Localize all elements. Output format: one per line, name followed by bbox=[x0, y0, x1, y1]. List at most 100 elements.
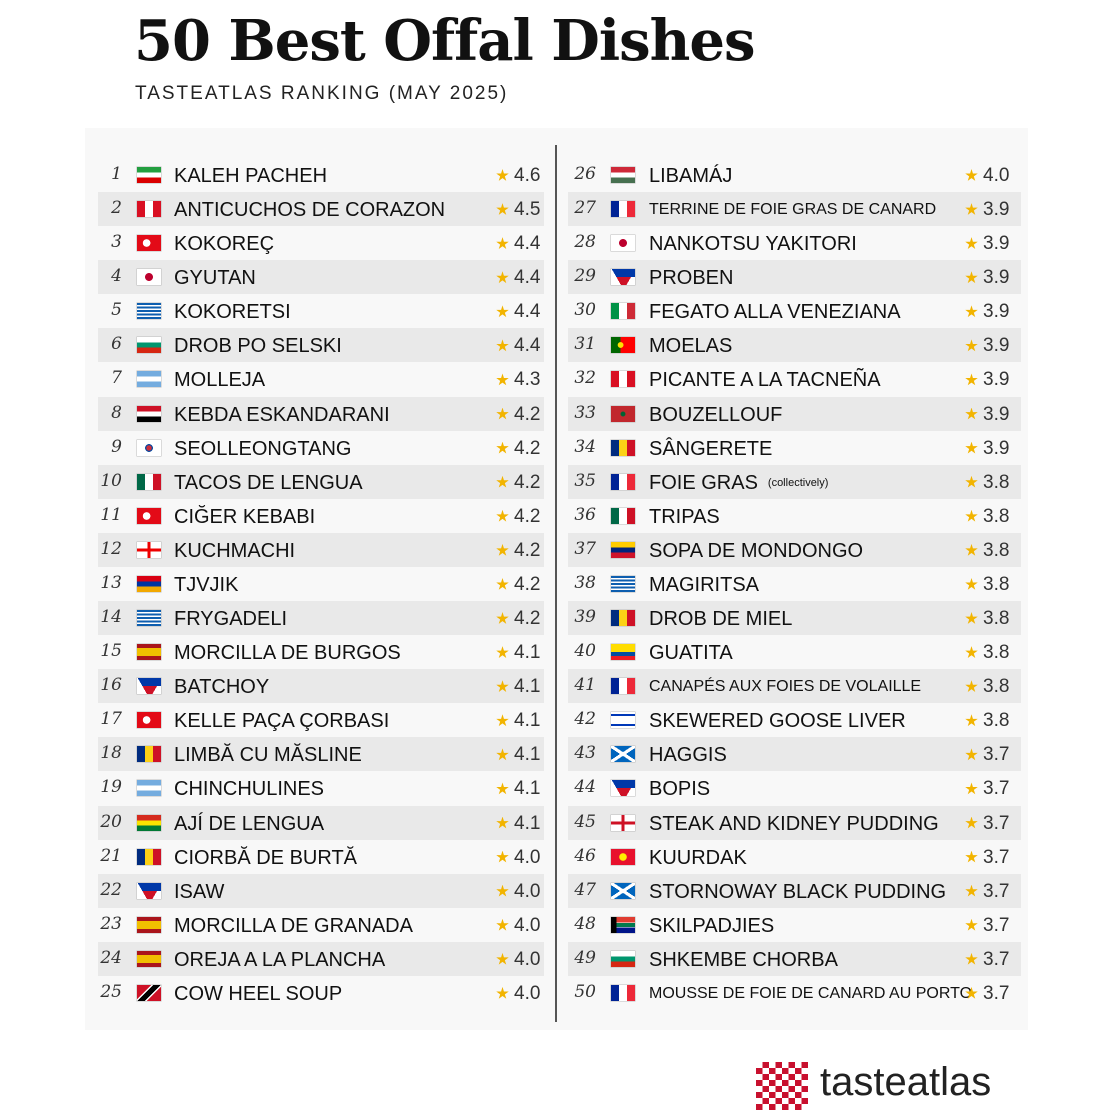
dish-name: TERRINE DE FOIE GRAS DE CANARD bbox=[649, 201, 936, 219]
flag bbox=[611, 712, 635, 729]
rating: 4.5 bbox=[514, 199, 541, 221]
ranking-row: 18 LIMBĂ CU MĂSLINE 4.1 bbox=[98, 737, 544, 772]
dish-name-text: KUCHMACHI bbox=[174, 539, 296, 562]
dish-name: HAGGIS bbox=[649, 744, 727, 767]
rank: 9 bbox=[111, 436, 122, 457]
ranking-row: 14 FRYGADELI 4.2 bbox=[98, 601, 544, 636]
ranking-row: 20 AJÍ DE LENGUA 4.1 bbox=[98, 805, 544, 840]
rank: 28 bbox=[574, 232, 596, 253]
dish-name-text: OREJA A LA PLANCHA bbox=[174, 948, 386, 971]
star-icon bbox=[965, 952, 978, 965]
rating: 3.9 bbox=[983, 199, 1010, 221]
rating: 3.7 bbox=[983, 846, 1010, 868]
star-icon bbox=[965, 918, 978, 931]
dish-name: SHKEMBE CHORBA bbox=[649, 949, 838, 972]
star-icon bbox=[965, 475, 978, 488]
star-icon bbox=[496, 475, 509, 488]
dish-name: KUCHMACHI bbox=[174, 540, 295, 563]
dish-name-text: TJVJIK bbox=[174, 573, 239, 596]
flag bbox=[137, 235, 161, 252]
ranking-row: 13 TJVJIK 4.2 bbox=[98, 567, 544, 601]
rating: 3.8 bbox=[983, 642, 1010, 664]
dish-name: ANTICUCHOS DE CORAZON bbox=[174, 199, 445, 222]
flag bbox=[611, 269, 635, 286]
rank: 3 bbox=[111, 232, 122, 253]
dish-name-text: SKILPADJIES bbox=[649, 914, 775, 937]
ranking-row: 29 PROBEN 3.9 bbox=[568, 260, 1021, 295]
rank: 32 bbox=[574, 368, 596, 389]
ranking-row: 8 KEBDA ESKANDARANI 4.2 bbox=[98, 396, 544, 431]
rating: 3.8 bbox=[983, 471, 1010, 493]
star-icon bbox=[496, 237, 509, 249]
rating: 3.9 bbox=[983, 335, 1010, 357]
ranking-row: 3 KOKOREÇ 4.4 bbox=[98, 226, 544, 260]
ranking-row: 5 KOKORETSI 4.4 bbox=[98, 294, 544, 328]
ranking-row: 34 SÂNGERETE 3.9 bbox=[568, 431, 1021, 465]
flag bbox=[137, 337, 161, 354]
dish-name-text: TERRINE DE FOIE GRAS DE CANARD bbox=[649, 201, 937, 219]
ranking-row: 6 DROB PO SELSKI 4.4 bbox=[98, 328, 544, 363]
dish-name: MOUSSE DE FOIE DE CANARD AU PORTO bbox=[649, 985, 972, 1003]
ranking-row: 36 TRIPAS 3.8 bbox=[568, 499, 1021, 533]
flag bbox=[611, 746, 635, 763]
dish-name: SKEWERED GOOSE LIVER bbox=[649, 710, 906, 733]
rank: 48 bbox=[574, 913, 596, 934]
flag bbox=[137, 371, 161, 388]
ranking-row: 31 MOELAS 3.9 bbox=[568, 328, 1021, 363]
star-icon bbox=[496, 407, 509, 420]
ranking-row: 15 MORCILLA DE BURGOS 4.1 bbox=[98, 635, 544, 669]
flag bbox=[611, 473, 635, 490]
dish-name-text: CANAPÉS AUX FOIES DE VOLAILLE bbox=[649, 678, 922, 696]
dish-name-text: STORNOWAY BLACK PUDDING bbox=[649, 880, 947, 903]
dish-name-text: KEBDA ESKANDARANI bbox=[174, 403, 390, 426]
dish-name: BOPIS bbox=[649, 778, 710, 801]
flag bbox=[137, 541, 161, 558]
star-icon bbox=[965, 271, 978, 284]
dish-name: TRIPAS bbox=[649, 506, 720, 529]
dish-name: LIBAMÁJ bbox=[649, 165, 732, 188]
rating: 4.2 bbox=[514, 437, 541, 459]
rating: 4.1 bbox=[514, 676, 541, 698]
star-icon bbox=[496, 543, 509, 556]
dish-name-text: CIORBĂ DE BURTĂ bbox=[174, 846, 357, 869]
rating: 3.7 bbox=[983, 744, 1010, 766]
star-icon bbox=[965, 782, 978, 795]
star-icon bbox=[965, 237, 978, 249]
dish-name: MORCILLA DE GRANADA bbox=[174, 915, 413, 938]
flag bbox=[611, 610, 635, 627]
rating: 3.8 bbox=[983, 710, 1010, 732]
flag bbox=[137, 848, 161, 865]
ranking-row: 43 HAGGIS 3.7 bbox=[568, 737, 1021, 772]
rating: 4.2 bbox=[514, 403, 541, 425]
dish-name-text: DROB DE MIEL bbox=[649, 608, 793, 631]
star-icon bbox=[496, 271, 509, 284]
dish-name-text: SKEWERED GOOSE LIVER bbox=[649, 710, 906, 733]
star-icon bbox=[496, 305, 509, 318]
star-icon bbox=[496, 577, 509, 590]
dish-name: DROB PO SELSKI bbox=[174, 335, 342, 358]
ranking-row: 47 STORNOWAY BLACK PUDDING 3.7 bbox=[568, 873, 1021, 908]
ranking-row: 4 GYUTAN 4.4 bbox=[98, 260, 544, 295]
rating: 4.4 bbox=[514, 335, 541, 357]
ranking-row: 39 DROB DE MIEL 3.8 bbox=[568, 601, 1021, 636]
rank: 5 bbox=[111, 300, 122, 321]
flag bbox=[137, 439, 161, 456]
dish-name-text: SEOLLEONGTANG bbox=[174, 437, 352, 460]
star-icon bbox=[965, 169, 978, 181]
dish-name: FEGATO ALLA VENEZIANA bbox=[649, 301, 901, 324]
ranking-row: 22 ISAW 4.0 bbox=[98, 873, 544, 908]
rank: 31 bbox=[574, 334, 596, 355]
flag bbox=[137, 814, 161, 831]
ranking-row: 48 SKILPADJIES 3.7 bbox=[568, 908, 1021, 942]
ranking-row: 23 MORCILLA DE GRANADA 4.0 bbox=[98, 908, 544, 942]
ranking-row: 33 BOUZELLOUF 3.9 bbox=[568, 396, 1021, 431]
dish-name-text: MOELAS bbox=[649, 335, 733, 358]
ranking-row: 38 MAGIRITSA 3.8 bbox=[568, 567, 1021, 601]
dish-name: KELLE PAÇA ÇORBASI bbox=[174, 710, 389, 733]
star-icon bbox=[496, 850, 509, 863]
star-icon bbox=[496, 918, 509, 931]
dish-name-text: KUURDAK bbox=[649, 846, 747, 869]
star-icon bbox=[965, 305, 978, 318]
rank: 15 bbox=[100, 641, 122, 662]
rating: 3.7 bbox=[983, 778, 1010, 800]
